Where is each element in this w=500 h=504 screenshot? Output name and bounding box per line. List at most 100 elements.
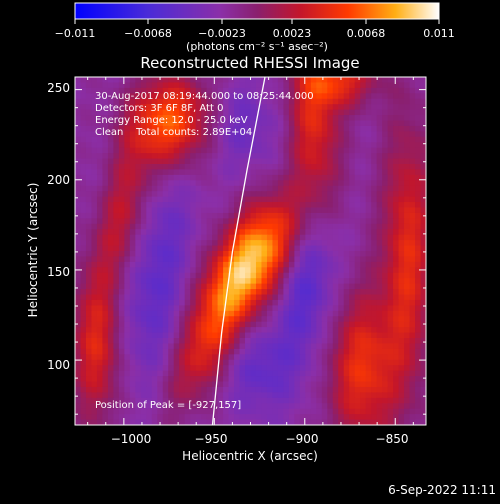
heatmap-cell xyxy=(102,370,109,377)
heatmap-cell xyxy=(217,87,224,94)
heatmap-cell xyxy=(217,305,224,312)
heatmap-cell xyxy=(382,191,389,198)
heatmap-cell xyxy=(409,104,416,111)
heatmap-cell xyxy=(360,125,367,132)
heatmap-cell xyxy=(157,305,164,312)
heatmap-cell xyxy=(91,180,98,187)
heatmap-cell xyxy=(354,87,361,94)
heatmap-cell xyxy=(212,245,219,252)
heatmap-cell xyxy=(371,419,378,425)
heatmap-cell xyxy=(387,87,394,94)
heatmap-cell xyxy=(239,164,246,171)
heatmap-cell xyxy=(212,408,219,415)
heatmap-cell xyxy=(107,419,114,425)
heatmap-cell xyxy=(387,267,394,274)
heatmap-cell xyxy=(327,77,334,84)
heatmap-cell xyxy=(371,348,378,355)
heatmap-cell xyxy=(277,381,284,388)
heatmap-cell xyxy=(173,147,180,154)
heatmap-cell xyxy=(157,251,164,258)
heatmap-cell xyxy=(151,316,158,323)
heatmap-cell xyxy=(393,115,400,122)
heatmap-cell xyxy=(201,316,208,323)
heatmap-cell xyxy=(85,278,93,285)
heatmap-cell xyxy=(404,93,411,100)
heatmap-cell xyxy=(360,218,367,225)
heatmap-cell xyxy=(365,158,372,165)
heatmap-cell xyxy=(277,272,284,279)
heatmap-cell xyxy=(190,164,197,171)
heatmap-cell xyxy=(80,185,87,192)
heatmap-cell xyxy=(195,207,202,214)
heatmap-cell xyxy=(321,327,328,334)
heatmap-cell xyxy=(168,305,175,312)
heatmap-cell xyxy=(151,359,158,366)
heatmap-cell xyxy=(393,196,400,203)
heatmap-cell xyxy=(261,158,268,165)
heatmap-cell xyxy=(382,169,389,176)
heatmap-cell xyxy=(190,98,197,105)
heatmap-cell xyxy=(382,142,389,149)
heatmap-cell xyxy=(91,359,98,366)
heatmap-cell xyxy=(305,82,312,89)
heatmap-cell xyxy=(420,180,426,187)
heatmap-cell xyxy=(96,131,104,138)
heatmap-cell xyxy=(179,397,186,404)
heatmap-cell xyxy=(283,82,290,89)
heatmap-cell xyxy=(354,381,361,388)
heatmap-cell xyxy=(245,392,252,399)
heatmap-cell xyxy=(228,153,235,160)
heatmap-cell xyxy=(80,256,87,263)
heatmap-cell xyxy=(245,202,252,209)
heatmap-cell xyxy=(354,131,361,138)
heatmap-cell xyxy=(223,109,230,116)
heatmap-cell xyxy=(288,359,295,366)
heatmap-cell xyxy=(338,397,345,404)
heatmap-cell xyxy=(272,115,279,122)
heatmap-cell xyxy=(332,207,339,214)
heatmap-cell xyxy=(255,327,263,334)
heatmap-cell xyxy=(420,370,426,377)
heatmap-cell xyxy=(245,104,252,111)
heatmap-cell xyxy=(173,98,180,105)
heatmap-cell xyxy=(376,120,383,127)
heatmap-cell xyxy=(96,104,104,111)
heatmap-cell xyxy=(129,115,136,122)
heatmap-cell xyxy=(310,294,317,301)
heatmap-cell xyxy=(91,164,98,171)
heatmap-cell xyxy=(146,321,153,328)
heatmap-cell xyxy=(343,87,350,94)
heatmap-cell xyxy=(255,164,263,171)
heatmap-cell xyxy=(201,251,208,258)
heatmap-cell xyxy=(228,321,235,328)
heatmap-cell xyxy=(75,327,82,334)
heatmap-cell xyxy=(255,283,263,290)
heatmap-cell xyxy=(91,381,98,388)
heatmap-cell xyxy=(75,169,82,176)
heatmap-cell xyxy=(195,82,202,89)
heatmap-cell xyxy=(102,223,109,230)
heatmap-cell xyxy=(157,120,164,127)
heatmap-cell xyxy=(135,381,142,388)
heatmap-cell xyxy=(250,174,257,181)
heatmap-cell xyxy=(173,240,180,247)
heatmap-cell xyxy=(272,82,279,89)
heatmap-cell xyxy=(343,77,350,84)
heatmap-cell xyxy=(299,278,306,285)
heatmap-cell xyxy=(75,403,82,410)
heatmap-cell xyxy=(332,289,339,296)
heatmap-cell xyxy=(277,202,284,209)
heatmap-cell xyxy=(338,207,345,214)
heatmap-cell xyxy=(239,218,246,225)
heatmap-cell xyxy=(151,104,158,111)
heatmap-cell xyxy=(354,414,361,421)
heatmap-cell xyxy=(228,332,235,339)
heatmap-cell xyxy=(184,359,191,366)
heatmap-cell xyxy=(190,283,197,290)
heatmap-cell xyxy=(272,158,279,165)
heatmap-cell xyxy=(212,348,219,355)
heatmap-cell xyxy=(206,414,213,421)
heatmap-cell xyxy=(96,240,104,247)
heatmap-cell xyxy=(113,283,120,290)
heatmap-cell xyxy=(173,82,180,89)
